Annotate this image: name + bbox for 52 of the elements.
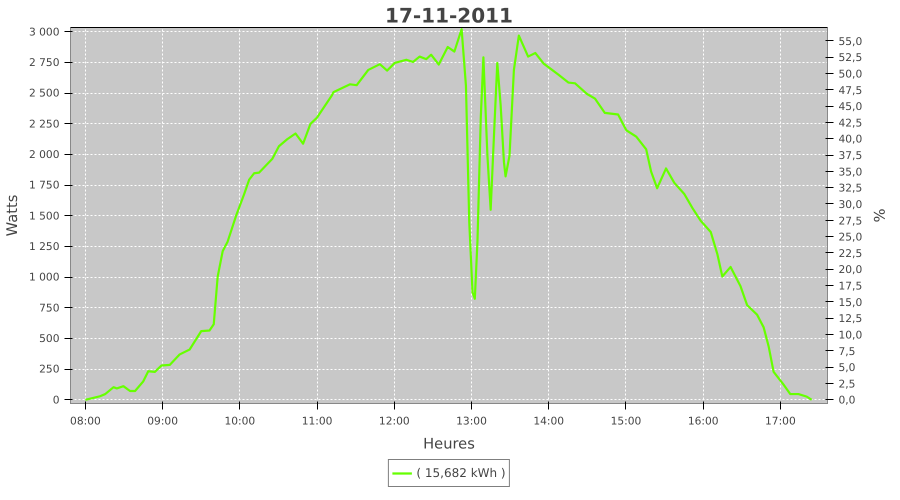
y2-tick-label: 5,0 bbox=[838, 361, 856, 374]
y2-tick-label: 55,0 bbox=[838, 34, 862, 48]
y2-tick-label: 40,0 bbox=[838, 132, 862, 146]
legend-label: ( 15,682 kWh ) bbox=[416, 466, 506, 480]
y2-tick-label: 25,0 bbox=[838, 230, 862, 244]
x-tick-label: 10:00 bbox=[224, 414, 256, 428]
y-tick-label: 2 000 bbox=[28, 148, 60, 161]
x-tick-label: 15:00 bbox=[610, 414, 642, 428]
y2-tick-label: 37,5 bbox=[838, 149, 862, 162]
x-tick-label: 14:00 bbox=[533, 414, 564, 428]
y2-tick-label: 15,0 bbox=[838, 296, 862, 309]
y2-tick-label: 17,5 bbox=[838, 280, 862, 293]
y2-axis-title: % bbox=[870, 208, 888, 223]
y2-tick-label: 20,0 bbox=[838, 263, 862, 276]
y-tick-label: 500 bbox=[39, 332, 60, 345]
y-tick-label: 1 250 bbox=[28, 240, 60, 253]
y2-tick-label: 42,5 bbox=[838, 116, 862, 130]
y2-tick-label: 47,5 bbox=[838, 84, 862, 97]
x-tick-label: 11:00 bbox=[302, 414, 333, 428]
x-tick-label: 17:00 bbox=[765, 414, 796, 428]
y-tick-label: 1 000 bbox=[28, 270, 60, 284]
y2-tick-label: 32,5 bbox=[838, 182, 862, 195]
y2-tick-label: 22,5 bbox=[838, 246, 862, 260]
y-tick-label: 250 bbox=[39, 362, 60, 376]
y-tick-label: 2 750 bbox=[28, 56, 60, 69]
x-tick-label: 08:00 bbox=[70, 414, 101, 428]
x-tick-label: 12:00 bbox=[378, 414, 410, 428]
y2-tick-label: 27,5 bbox=[838, 214, 862, 228]
y-tick-label: 1 500 bbox=[28, 209, 60, 222]
x-tick-label: 13:00 bbox=[456, 414, 488, 428]
x-tick-label: 09:00 bbox=[147, 414, 178, 428]
y-tick-label: 2 250 bbox=[28, 117, 60, 130]
x-tick-label: 16:00 bbox=[688, 414, 719, 428]
y2-tick-label: 30,0 bbox=[838, 198, 862, 211]
y2-tick-label: 0,0 bbox=[838, 394, 856, 407]
chart-title: 17-11-2011 bbox=[385, 4, 513, 28]
y-tick-label: 750 bbox=[39, 301, 60, 314]
y2-tick-label: 10,0 bbox=[838, 328, 862, 342]
y2-tick-label: 7,5 bbox=[838, 344, 856, 358]
y2-tick-label: 50,0 bbox=[838, 67, 862, 80]
y2-tick-label: 35,0 bbox=[838, 165, 862, 178]
line-series bbox=[84, 28, 813, 401]
y-tick-label: 0 bbox=[52, 393, 60, 406]
y-tick-label: 3 000 bbox=[28, 25, 60, 38]
y2-tick-label: 52,5 bbox=[838, 51, 862, 64]
y2-tick-label: 12,5 bbox=[838, 312, 862, 326]
y-tick-label: 1 750 bbox=[28, 178, 60, 192]
y-tick-label: 2 500 bbox=[28, 86, 60, 100]
x-axis-title: Heures bbox=[423, 436, 475, 452]
y2-tick-label: 2,5 bbox=[838, 377, 856, 390]
y-axis-title: Watts bbox=[4, 194, 21, 236]
y2-tick-label: 45,0 bbox=[838, 100, 862, 114]
